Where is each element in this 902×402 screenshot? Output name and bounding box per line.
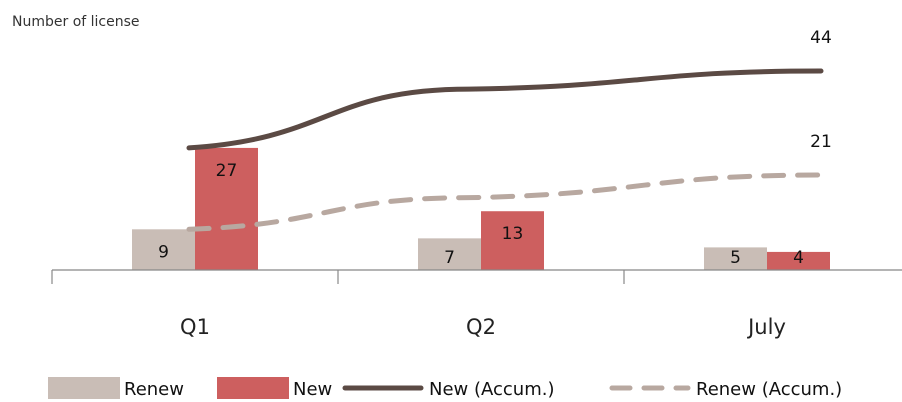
bar-renew-q1 bbox=[132, 229, 195, 270]
data-label-new-q2: 13 bbox=[502, 224, 524, 244]
data-label-renew-july: 5 bbox=[730, 248, 741, 268]
line-new-accum bbox=[186, 68, 824, 151]
x-tick-label-q1: Q1 bbox=[180, 315, 210, 339]
legend-label-new-accum: New (Accum.) bbox=[429, 379, 554, 400]
legend-swatch-new bbox=[217, 377, 289, 399]
bar-renew-q2 bbox=[418, 238, 481, 270]
line-renew-accum bbox=[186, 172, 824, 232]
x-tick-label-july: July bbox=[746, 315, 786, 339]
data-label-renew-q1: 9 bbox=[158, 242, 169, 262]
x-tick-label-q2: Q2 bbox=[466, 315, 496, 339]
y-axis-label: Number of license bbox=[12, 14, 140, 30]
bar-renew-july bbox=[704, 247, 767, 270]
data-label-new-july: 4 bbox=[793, 248, 804, 268]
legend-label-new: New bbox=[293, 379, 332, 400]
data-label-new-accum-july: 44 bbox=[810, 28, 832, 48]
bar-new-july bbox=[767, 251, 830, 270]
bar-new-q1 bbox=[195, 147, 258, 270]
legend-label-renew-accum: Renew (Accum.) bbox=[696, 379, 842, 400]
legend-label-renew: Renew bbox=[124, 379, 184, 400]
bar-new-q2 bbox=[481, 211, 544, 270]
legend-swatch-renew bbox=[48, 377, 120, 399]
data-label-renew-accum-july: 21 bbox=[810, 132, 832, 152]
data-label-renew-q2: 7 bbox=[444, 248, 455, 268]
data-label-new-q1: 27 bbox=[216, 161, 238, 181]
